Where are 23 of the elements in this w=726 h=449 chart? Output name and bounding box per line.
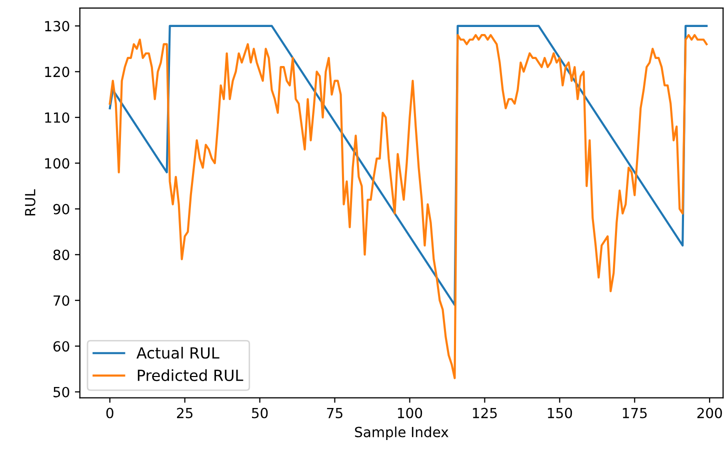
x-tick-label: 150 (548, 408, 572, 418)
x-tick-label: 200 (697, 408, 722, 418)
x-tick-label: 175 (622, 408, 647, 418)
y-tick-label: 130 (45, 20, 70, 32)
legend-label: Predicted RUL (138, 369, 244, 382)
x-tick-label: 0 (106, 408, 114, 418)
y-tick-label: 110 (45, 112, 70, 123)
x-tick-label: 75 (327, 408, 342, 418)
y-axis-title: RUL (25, 189, 36, 216)
y-tick-label: 60 (53, 341, 70, 352)
line-series (108, 34, 708, 380)
x-tick-label: 100 (398, 408, 422, 418)
y-tick-label: 80 (53, 250, 70, 260)
x-axis-title: Sample Index (355, 426, 448, 440)
x-tick-label: 25 (177, 408, 192, 418)
x-tick-label: 50 (252, 408, 268, 418)
y-tick-label: 50 (54, 386, 70, 398)
y-tick-label: 120 (45, 66, 70, 78)
y-tick-label: 90 (53, 204, 70, 214)
x-tick-label: 125 (472, 408, 497, 418)
y-tick-label: 70 (54, 295, 70, 306)
legend-label: Actual RUL (136, 346, 220, 359)
y-tick-label: 100 (45, 158, 70, 169)
